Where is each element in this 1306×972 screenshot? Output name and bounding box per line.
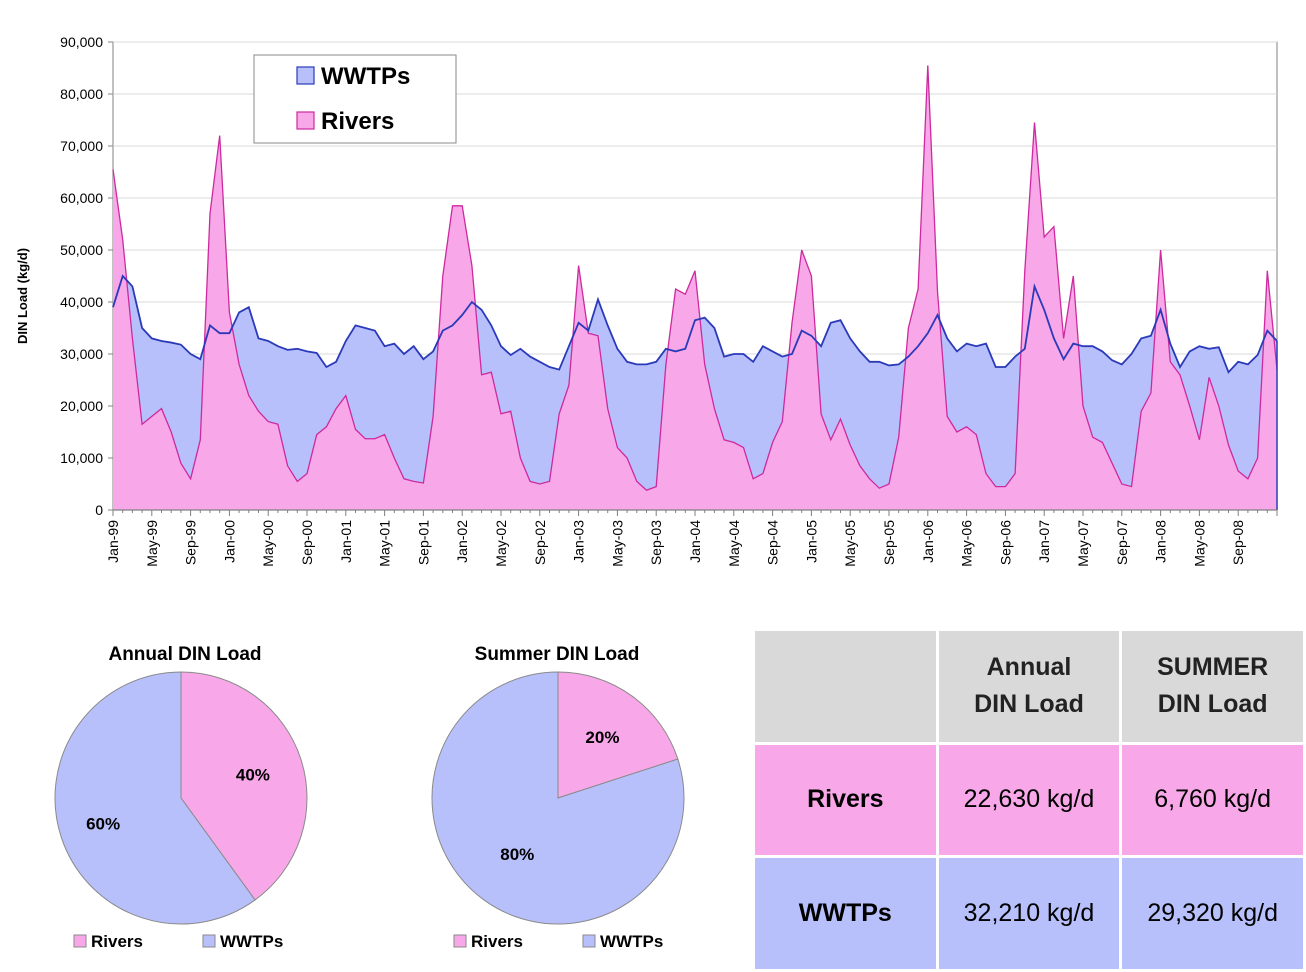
pie-title: Annual DIN Load <box>108 644 261 665</box>
x-tick-label: Jan-01 <box>338 520 354 563</box>
x-tick-label: Jan-02 <box>454 520 470 563</box>
x-tick-label: Jan-00 <box>221 520 237 563</box>
wwtps-line <box>112 274 1278 374</box>
header-annual-line-1: Annual <box>986 653 1072 682</box>
y-tick-label: 70,000 <box>60 138 103 154</box>
pie-label-wwtps: 80% <box>500 845 534 864</box>
table-corner-cell <box>755 631 936 742</box>
row-label-wwtps: WWTPs <box>755 858 936 969</box>
x-tick-label: Jan-06 <box>920 520 936 563</box>
x-tick-label: Jan-05 <box>803 520 819 563</box>
x-tick-label: Sep-01 <box>415 520 431 565</box>
x-tick-label: Sep-06 <box>997 520 1013 565</box>
y-tick-label: 90,000 <box>60 34 103 50</box>
chart-legend: WWTPs Rivers <box>253 54 457 144</box>
y-tick-label: 20,000 <box>60 398 103 414</box>
summer-pie-chart: Summer DIN Load 20% 80% Rivers WWTPs <box>431 644 685 951</box>
rivers-line <box>112 65 1278 491</box>
legend-swatch-rivers <box>296 111 315 130</box>
legend-swatch-wwtps <box>296 66 315 85</box>
x-tick-label: May-05 <box>842 520 858 567</box>
row-label-rivers: Rivers <box>755 744 936 856</box>
table-header-annual: Annual DIN Load <box>938 631 1120 742</box>
pie-slice-wwtps <box>54 671 256 925</box>
x-tick-label: May-02 <box>493 520 509 567</box>
y-axis-label: DIN Load (kg/d) <box>15 248 30 344</box>
y-tick-label: 40,000 <box>60 294 103 310</box>
x-tick-label: May-03 <box>609 520 625 567</box>
annual-pie-chart: Annual DIN Load 40% 60% Rivers WWTPs <box>54 644 308 951</box>
x-tick-label: Sep-02 <box>532 520 548 565</box>
x-tick-label: May-00 <box>260 520 276 567</box>
x-tick-label: Sep-04 <box>765 520 781 565</box>
x-tick-label: May-06 <box>959 520 975 567</box>
main-area-chart: 0 10,000 20,000 30,000 40,000 50,000 60,000 70,… <box>15 34 1278 567</box>
x-tick-label: May-99 <box>144 520 160 567</box>
table-header-row: Annual DIN Load SUMMER DIN Load <box>755 631 1303 742</box>
pie-slice-rivers <box>180 671 308 901</box>
header-annual-line-2: DIN Load <box>974 690 1084 719</box>
din-load-table: Annual DIN Load SUMMER DIN Load Rivers 2… <box>752 628 1306 972</box>
legend-label-rivers: Rivers <box>471 932 523 951</box>
pie-label-rivers: 20% <box>585 728 619 747</box>
legend-swatch-wwtps <box>582 934 596 948</box>
pie-slice-wwtps <box>431 671 685 925</box>
x-tick-label: May-01 <box>377 520 393 567</box>
x-tick-label: Sep-03 <box>648 520 664 565</box>
table-header-summer: SUMMER DIN Load <box>1122 631 1303 742</box>
x-tick-label: Sep-99 <box>183 520 199 565</box>
pie-title: Summer DIN Load <box>475 644 640 665</box>
legend-box <box>253 54 457 144</box>
table-row-wwtps: WWTPs 32,210 kg/d 29,320 kg/d <box>755 858 1303 969</box>
header-summer-line-1: SUMMER <box>1157 653 1269 682</box>
y-tick-label: 60,000 <box>60 190 103 206</box>
y-tick-label: 0 <box>95 502 103 518</box>
x-tick-label: May-04 <box>726 520 742 567</box>
x-tick-label: May-07 <box>1075 520 1091 567</box>
cell-rivers-summer: 6,760 kg/d <box>1122 744 1303 856</box>
table-row-rivers: Rivers 22,630 kg/d 6,760 kg/d <box>755 744 1303 856</box>
header-summer-line-2: DIN Load <box>1157 690 1268 719</box>
legend-label-wwtps: WWTPs <box>220 932 283 951</box>
y-tick-label: 80,000 <box>60 86 103 102</box>
pie-label-wwtps: 60% <box>86 814 120 833</box>
x-tick-label: Jan-08 <box>1153 520 1169 563</box>
legend-label-wwtps: WWTPs <box>600 932 663 951</box>
legend-swatch-rivers <box>73 934 87 948</box>
cell-wwtps-summer: 29,320 kg/d <box>1122 858 1303 969</box>
cell-rivers-annual: 22,630 kg/d <box>938 744 1120 856</box>
x-tick-label: May-08 <box>1191 520 1207 567</box>
x-tick-label: Jan-03 <box>571 520 587 563</box>
x-tick-label: Jan-07 <box>1036 520 1052 563</box>
x-tick-label: Jan-99 <box>105 520 121 563</box>
legend-label-wwtps: WWTPs <box>321 63 410 90</box>
legend-swatch-rivers <box>453 934 467 948</box>
y-tick-label: 50,000 <box>60 242 103 258</box>
legend-label-rivers: Rivers <box>91 932 143 951</box>
y-tick-label: 10,000 <box>60 450 103 466</box>
y-tick-label: 30,000 <box>60 346 103 362</box>
x-tick-label: Sep-05 <box>881 520 897 565</box>
pie-label-rivers: 40% <box>236 766 270 785</box>
x-tick-label: Jan-04 <box>687 520 703 563</box>
cell-wwtps-annual: 32,210 kg/d <box>938 858 1120 969</box>
rivers-area <box>113 65 1277 511</box>
x-tick-label: Sep-07 <box>1114 520 1130 565</box>
x-tick-label: Sep-08 <box>1230 520 1246 565</box>
pie-slice-rivers <box>557 671 679 799</box>
x-tick-label: Sep-00 <box>299 520 315 565</box>
legend-label-rivers: Rivers <box>321 108 394 135</box>
legend-swatch-wwtps <box>202 934 216 948</box>
